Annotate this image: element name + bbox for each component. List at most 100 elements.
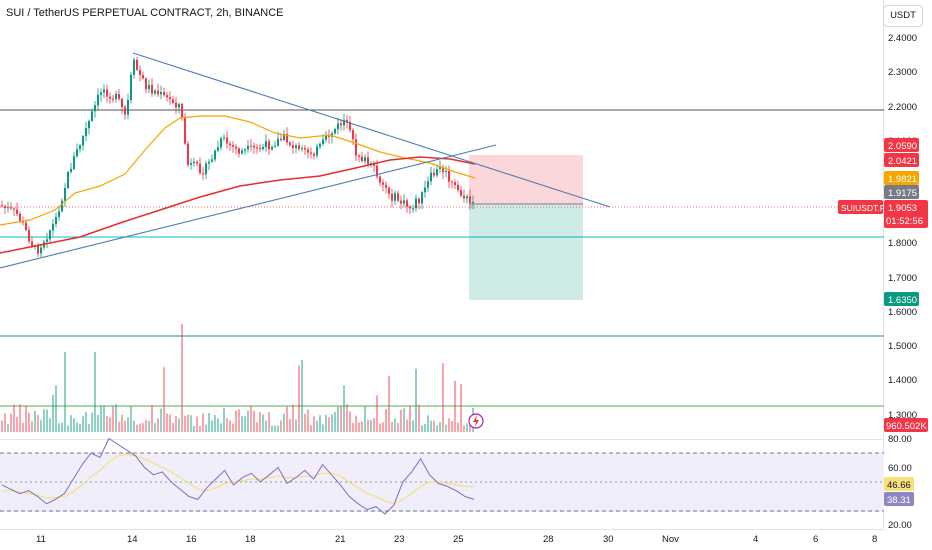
volume-bar xyxy=(211,420,213,432)
volume-bar xyxy=(94,352,96,432)
volume-bar xyxy=(262,414,264,432)
time-tick: 23 xyxy=(394,534,405,545)
candle-body xyxy=(124,107,126,115)
volume-bar xyxy=(184,415,186,432)
svg-text:38.31: 38.31 xyxy=(887,495,911,506)
price-tick: 1.6000 xyxy=(888,307,917,318)
candle-body xyxy=(103,89,105,93)
candle-body xyxy=(292,145,294,149)
candle-body xyxy=(79,145,81,150)
volume-bar xyxy=(127,417,129,432)
candle-body xyxy=(136,59,138,70)
candle-body xyxy=(409,206,411,209)
candle-body xyxy=(49,230,51,240)
volume-bar xyxy=(235,410,237,432)
volume-bar xyxy=(406,419,408,432)
time-tick: 11 xyxy=(36,534,46,545)
candle-body xyxy=(283,133,285,141)
price-tick: 1.4000 xyxy=(888,375,917,386)
volume-bar xyxy=(163,367,165,432)
candle-body xyxy=(223,137,225,139)
volume-bar xyxy=(352,423,354,432)
candle-body xyxy=(445,170,447,172)
svg-text:01:52:56: 01:52:56 xyxy=(886,216,923,227)
candle-body xyxy=(163,91,165,96)
candle-body xyxy=(436,169,438,176)
volume-bar xyxy=(451,421,453,432)
candle-body xyxy=(97,94,99,106)
candle-body xyxy=(112,98,114,100)
volume-bar xyxy=(316,420,318,432)
candle-body xyxy=(379,176,381,183)
lightning-icon[interactable] xyxy=(468,413,484,429)
candle-body xyxy=(94,105,96,112)
candle-body xyxy=(229,143,231,145)
descending-trendline[interactable] xyxy=(132,52,611,208)
volume-bar xyxy=(274,425,276,432)
candle-body xyxy=(1,205,3,207)
time-axis[interactable]: 11 14 16 18 21 23 25 28 30 Nov 4 6 8 xyxy=(36,534,877,545)
volume-bar xyxy=(223,408,225,432)
candle-body xyxy=(322,139,324,144)
candle-body xyxy=(394,193,396,201)
time-tick: 4 xyxy=(753,534,758,545)
volume-bars xyxy=(1,324,474,432)
volume-bar xyxy=(430,420,432,432)
candle-body xyxy=(256,147,258,149)
volume-bar xyxy=(382,422,384,432)
candle-body xyxy=(346,119,348,122)
rsi-signal-badge: 46.66 xyxy=(884,477,914,491)
volume-bar xyxy=(214,415,216,432)
candle-body xyxy=(301,148,303,150)
candle-body xyxy=(313,153,315,156)
candle-body xyxy=(244,149,246,151)
candle-body xyxy=(307,149,309,153)
target-price-badge: 1.6350 xyxy=(884,292,919,306)
candle-body xyxy=(349,121,351,131)
stop-price-badge: 2.0590 xyxy=(884,138,919,152)
volume-bar xyxy=(463,425,465,432)
volume-bar xyxy=(88,424,90,432)
volume-bar xyxy=(112,406,114,432)
volume-bar xyxy=(295,419,297,432)
volume-bar xyxy=(220,423,222,432)
candle-body xyxy=(451,181,453,183)
volume-bar xyxy=(280,420,282,432)
volume-bar xyxy=(403,408,405,432)
candle-body xyxy=(184,117,186,144)
ma-red-price-badge: 2.0421 xyxy=(884,153,919,167)
volume-bar xyxy=(358,422,360,432)
volume-bar xyxy=(373,418,375,432)
volume-bar xyxy=(301,359,303,432)
volume-bar xyxy=(436,425,438,432)
candle-body xyxy=(391,193,393,201)
ascending-trendline[interactable] xyxy=(0,144,497,269)
candle-body xyxy=(412,208,414,210)
time-tick: 8 xyxy=(872,534,877,545)
candle-body xyxy=(64,187,66,201)
volume-bar xyxy=(418,404,420,432)
svg-text:1.9175: 1.9175 xyxy=(888,188,917,199)
volume-bar xyxy=(34,411,36,432)
volume-bar xyxy=(139,423,141,432)
volume-bar xyxy=(331,414,333,432)
candle-body xyxy=(262,147,264,150)
volume-bar xyxy=(160,408,162,432)
volume-bar xyxy=(202,413,204,432)
currency-selector[interactable]: USDT xyxy=(883,5,923,27)
candle-body xyxy=(133,59,135,75)
position-target-zone[interactable] xyxy=(469,204,583,300)
volume-bar xyxy=(37,415,39,432)
candle-body xyxy=(115,94,117,100)
rsi-axis-tick: 60.00 xyxy=(888,463,912,474)
volume-bar xyxy=(292,404,294,432)
volume-bar xyxy=(205,424,207,432)
volume-bar xyxy=(421,425,423,432)
volume-bar xyxy=(367,419,369,432)
volume-bar xyxy=(169,414,171,432)
candle-body xyxy=(277,138,279,146)
candle-body xyxy=(130,74,132,101)
candle-body xyxy=(397,193,399,201)
volume-bar xyxy=(217,418,219,432)
